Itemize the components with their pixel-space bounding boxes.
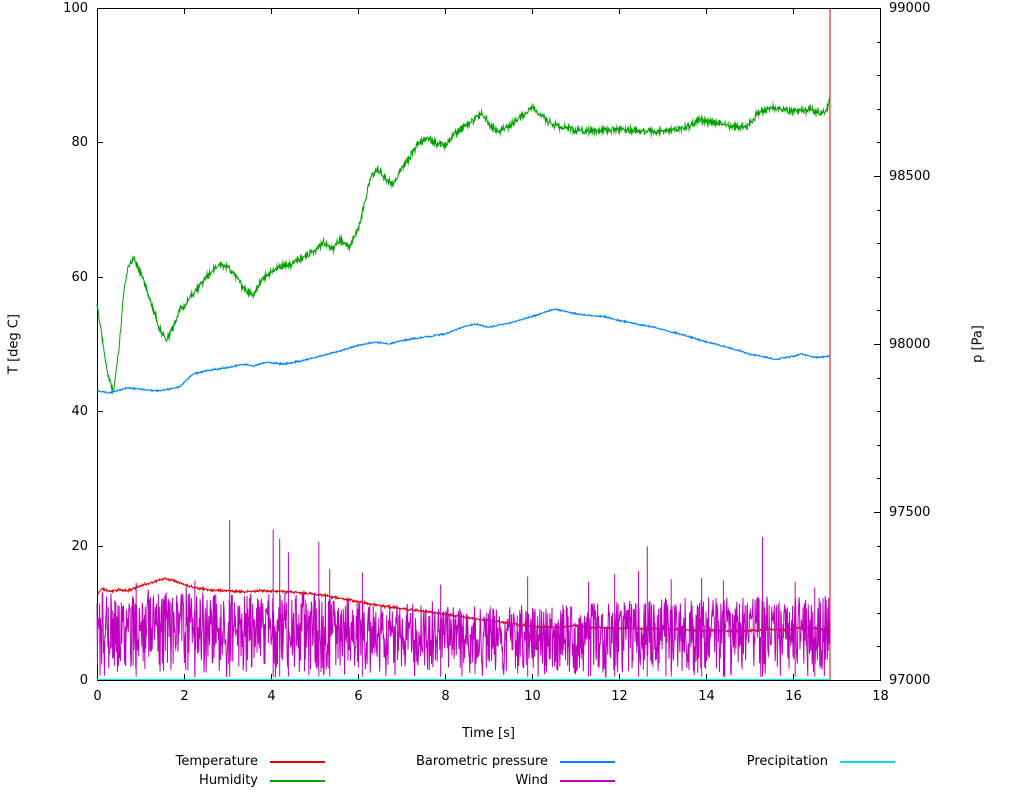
legend-item: Temperature [95, 752, 325, 771]
legend-line-swatch [840, 760, 895, 763]
legend-label: Wind [515, 773, 548, 788]
legend-item: Humidity [95, 771, 325, 790]
legend-label: Temperature [175, 754, 258, 769]
y-axis-label-right: p [Pa] [970, 325, 986, 363]
legend-item [615, 771, 895, 790]
legend-row: Humidity Wind [95, 771, 905, 790]
legend-label: Barometric pressure [415, 754, 548, 769]
legend-line-swatch [270, 760, 325, 763]
y-axis-label-left: T [deg C] [6, 314, 22, 374]
legend-line-swatch [560, 760, 615, 763]
legend-item: Barometric pressure [325, 752, 615, 771]
legend-label: Precipitation [746, 754, 828, 769]
legend-item: Precipitation [615, 752, 895, 771]
legend-row: Temperature Barometric pressure Precipitat… [95, 752, 905, 771]
legend-line-swatch [560, 779, 615, 782]
chart-legend: Temperature Barometric pressure Precipitat… [95, 752, 905, 790]
legend-line-swatch [270, 779, 325, 782]
x-axis-label: Time [s] [462, 726, 515, 741]
legend-label: Humidity [199, 773, 258, 788]
legend-item: Wind [325, 771, 615, 790]
